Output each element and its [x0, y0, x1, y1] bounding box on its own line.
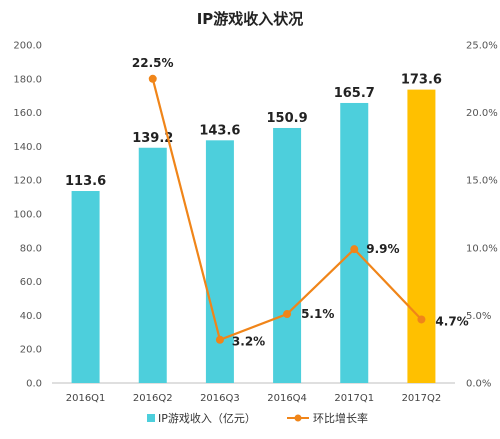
bar-value-label: 173.6 — [401, 73, 442, 88]
legend-line-marker — [294, 414, 302, 422]
y-left-tick-label: 20.0 — [20, 345, 42, 356]
y-left-tick-label: 60.0 — [20, 277, 42, 288]
bar-value-label: 139.2 — [132, 131, 173, 146]
growth-point — [350, 245, 359, 254]
y-right-tick-label: 10.0% — [466, 243, 498, 254]
legend-bar-swatch — [147, 414, 155, 422]
bar — [205, 140, 234, 383]
y-left-tick-label: 0.0 — [26, 379, 42, 390]
x-tick-label: 2016Q1 — [66, 393, 106, 404]
y-right-axis: 0.0% 5.0% 10.0% 15.0% 20.0% 25.0% — [466, 41, 498, 390]
growth-line: 22.5% 3.2% 5.1% 9.9% 4.7% — [132, 56, 469, 349]
x-axis: 2016Q1 2016Q2 2016Q3 2016Q4 2017Q1 2017Q2 — [66, 393, 442, 404]
x-tick-label: 2016Q3 — [200, 393, 240, 404]
y-right-tick-label: 15.0% — [466, 176, 498, 187]
growth-point — [283, 310, 292, 319]
growth-value-label: 3.2% — [232, 335, 265, 349]
legend: IP游戏收入（亿元） 环比增长率 — [147, 411, 368, 425]
bar-value-label: 143.6 — [199, 123, 240, 138]
bar — [71, 191, 100, 383]
y-left-tick-label: 120.0 — [13, 176, 42, 187]
bar — [273, 127, 302, 383]
growth-point — [148, 74, 157, 83]
y-left-tick-label: 40.0 — [20, 311, 42, 322]
y-right-tick-label: 20.0% — [466, 108, 498, 119]
y-left-tick-label: 80.0 — [20, 243, 42, 254]
y-left-tick-label: 140.0 — [13, 142, 42, 153]
legend-bar-label: IP游戏收入（亿元） — [158, 411, 256, 425]
y-left-tick-label: 160.0 — [13, 108, 42, 119]
bar — [138, 147, 167, 383]
bar-labels: 113.6 139.2 143.6 150.9 165.7 173.6 — [65, 73, 442, 189]
y-left-axis: 0.0 20.0 40.0 60.0 80.0 100.0 120.0 140.0 160.0 1… — [13, 41, 42, 390]
bar-value-label: 165.7 — [334, 86, 375, 101]
y-right-tick-label: 25.0% — [466, 41, 498, 52]
bars — [71, 89, 436, 383]
y-left-tick-label: 180.0 — [13, 74, 42, 85]
bar-value-label: 150.9 — [267, 111, 308, 126]
growth-value-label: 9.9% — [366, 242, 399, 256]
x-tick-label: 2017Q2 — [402, 393, 442, 404]
x-tick-label: 2016Q4 — [267, 393, 307, 404]
chart-title: IP游戏收入状况 — [197, 10, 304, 28]
y-left-tick-label: 100.0 — [13, 210, 42, 221]
y-right-tick-label: 0.0% — [466, 379, 491, 390]
growth-value-label: 5.1% — [301, 307, 334, 321]
growth-value-label: 4.7% — [435, 314, 468, 328]
growth-value-label: 22.5% — [132, 56, 174, 70]
growth-point — [417, 315, 426, 324]
bar — [340, 102, 369, 383]
y-right-tick-label: 5.0% — [466, 311, 491, 322]
bar — [407, 89, 436, 383]
legend-line-label: 环比增长率 — [313, 411, 368, 425]
y-left-tick-label: 200.0 — [13, 41, 42, 52]
x-tick-label: 2016Q2 — [133, 393, 173, 404]
bar-value-label: 113.6 — [65, 174, 106, 189]
x-tick-label: 2017Q1 — [334, 393, 374, 404]
growth-point — [215, 335, 224, 344]
